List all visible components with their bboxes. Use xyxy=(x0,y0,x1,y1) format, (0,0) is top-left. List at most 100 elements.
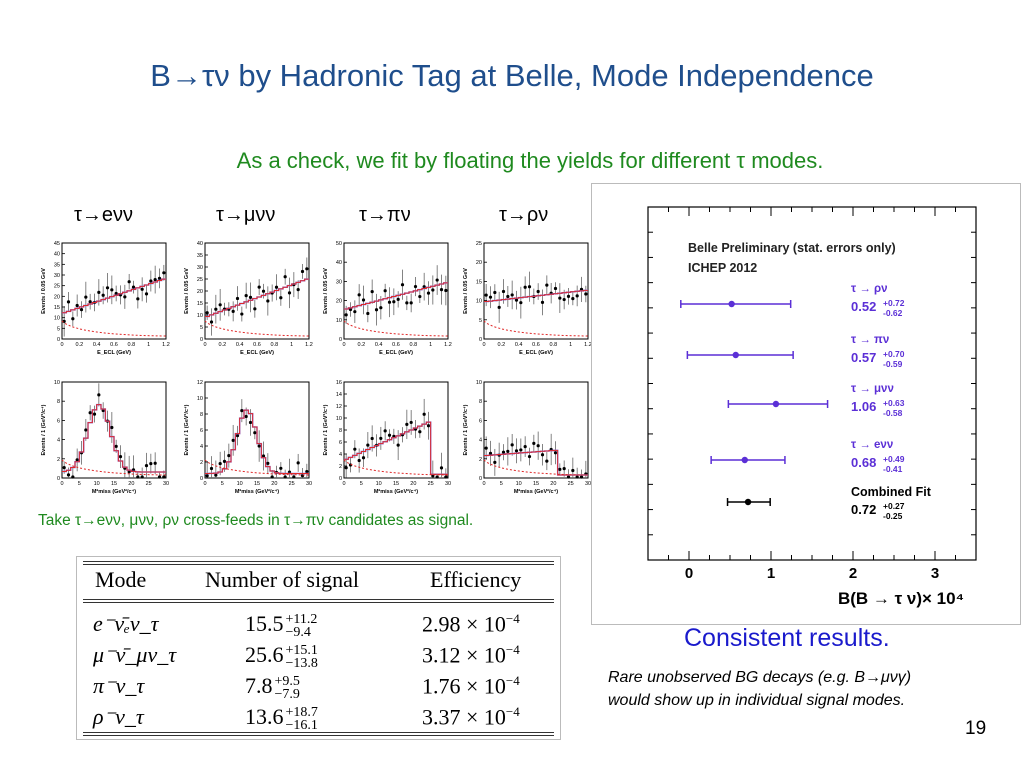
x-axis-label: E_ECL (GeV) xyxy=(519,350,553,356)
mmiss-plot-e: 0 2 4 6 8 10 0 5 10 15 20 25 30 M²miss (GeV²/c⁴) Event… xyxy=(38,380,169,496)
plot-frame xyxy=(204,242,310,340)
x-tick-label: 1 xyxy=(429,342,432,348)
data-point xyxy=(218,461,222,466)
signal-errors: +9.5 −7.9 xyxy=(275,674,300,701)
efficiency-exponent: −4 xyxy=(505,611,520,626)
x-tick-label: 0.8 xyxy=(550,342,558,348)
table-cell-mode: e⁻ν̄ₑν_τ xyxy=(93,611,159,636)
data-point xyxy=(244,414,248,419)
data-point xyxy=(523,285,527,289)
table-rule-bottom2 xyxy=(83,735,554,736)
page-number: 19 xyxy=(965,718,987,739)
data-point xyxy=(231,309,235,313)
y-tick-label: 25 xyxy=(476,241,482,247)
y-axis-label: Events / 0.05 GeV xyxy=(463,268,469,314)
data-point xyxy=(506,294,510,299)
y-tick-label: 4 xyxy=(200,444,203,450)
y-tick-label: 10 xyxy=(197,396,203,402)
x-tick-label: 25 xyxy=(428,481,434,487)
data-point xyxy=(140,475,144,479)
fit-histogram-red xyxy=(62,404,166,473)
y-tick-label: 0 xyxy=(200,337,203,343)
data-point xyxy=(484,293,488,297)
data-point xyxy=(553,286,558,291)
data-point xyxy=(484,446,488,450)
data-point xyxy=(71,317,75,321)
x-tick-label: 30 xyxy=(585,481,591,487)
mode-label-mu: τ→μνν xyxy=(216,204,276,226)
result-err-up-label: +0.27 xyxy=(883,501,905,511)
data-point xyxy=(370,436,374,441)
x-tick-label: 10 xyxy=(516,481,522,487)
data-point xyxy=(66,473,71,477)
y-tick-label: 6 xyxy=(200,428,203,434)
x-tick-label: 0.4 xyxy=(236,342,244,348)
y-tick-label: 25 xyxy=(197,277,203,283)
data-point xyxy=(540,300,545,304)
y-tick-label: 8 xyxy=(200,412,203,418)
y-tick-label: 8 xyxy=(339,428,342,434)
data-point xyxy=(540,453,545,457)
x-tick-label: 25 xyxy=(146,481,152,487)
y-tick-label: 20 xyxy=(197,289,203,295)
table-cell-efficiency: 2.98 × 10−4 xyxy=(422,611,520,637)
data-point xyxy=(79,308,84,312)
data-point xyxy=(527,285,532,289)
data-point xyxy=(527,454,532,459)
result-err-down-label: -0.62 xyxy=(883,308,903,318)
data-point xyxy=(383,289,387,293)
mode-label-pi: τ→πν xyxy=(359,204,411,226)
y-tick-label: 15 xyxy=(476,279,482,285)
data-point xyxy=(558,467,562,471)
efficiency-exponent: −4 xyxy=(505,673,520,688)
result-series-label: τ → πν xyxy=(851,334,889,346)
data-point xyxy=(149,279,153,283)
data-point xyxy=(379,436,383,441)
x-tick-label: 1 xyxy=(147,342,150,348)
x-tick-label: 10 xyxy=(376,481,382,487)
data-point xyxy=(149,462,153,466)
x-tick-label: 15 xyxy=(254,481,260,487)
x-tick-label: 0 xyxy=(342,342,345,348)
data-point xyxy=(523,445,527,449)
data-point xyxy=(510,293,514,297)
data-point xyxy=(361,298,366,302)
mmiss-plot-mu: 0 2 4 6 8 10 12 0 5 10 15 20 25 30 M²miss (GeV²/c⁴) Eve… xyxy=(181,380,312,496)
data-point xyxy=(209,320,214,324)
rare-bg-line2: would show up in individual signal modes… xyxy=(608,692,906,709)
data-point xyxy=(409,420,413,425)
x-tick-label: 5 xyxy=(221,481,224,487)
data-point xyxy=(571,296,575,301)
y-axis-label: Events / 0.05 GeV xyxy=(323,268,329,314)
y-tick-label: 2 xyxy=(479,457,482,463)
data-point xyxy=(405,422,409,426)
data-point xyxy=(409,301,413,305)
result-value-label: 0.52 xyxy=(851,299,876,314)
data-point xyxy=(274,285,279,289)
data-point xyxy=(405,301,409,305)
data-point xyxy=(422,412,426,416)
x-tick-label: 0.4 xyxy=(93,342,101,348)
y-tick-label: 40 xyxy=(336,260,342,266)
efficiency-value: 3.12 × 10 xyxy=(422,642,506,668)
data-point xyxy=(235,433,240,438)
y-tick-label: 0 xyxy=(339,476,342,482)
data-point xyxy=(257,285,261,289)
x-tick-label: 0 xyxy=(203,342,206,348)
table-header-mode: Mode xyxy=(95,567,147,592)
y-tick-label: 50 xyxy=(336,241,342,247)
y-axis-label: Events / 1 (GeV²/c⁴) xyxy=(40,404,47,455)
data-point xyxy=(240,312,244,316)
data-point xyxy=(296,287,300,292)
data-point xyxy=(545,459,549,463)
x-tick-label: 0 xyxy=(203,481,206,487)
data-point xyxy=(387,433,392,437)
y-tick-label: 12 xyxy=(197,380,203,386)
data-point xyxy=(296,461,300,465)
data-point xyxy=(418,430,422,434)
data-point xyxy=(162,271,166,275)
fit-histogram-red xyxy=(344,282,448,310)
result-err-down-label: -0.58 xyxy=(883,408,903,418)
signal-error-up: +15.1 xyxy=(285,642,318,658)
data-point xyxy=(88,411,92,415)
